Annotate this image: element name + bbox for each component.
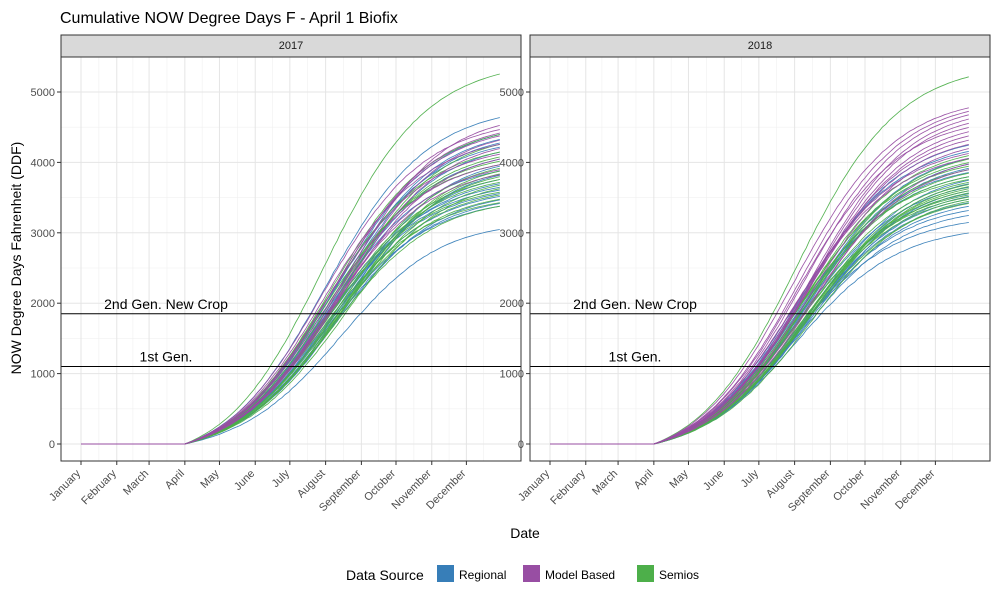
x-tick-label: March xyxy=(121,468,151,498)
strip-label: 2018 xyxy=(748,40,772,52)
panel-background xyxy=(61,57,521,461)
x-tick-label: June xyxy=(701,468,726,493)
panel-border xyxy=(529,56,991,462)
series-line-model-based xyxy=(81,164,500,445)
series-line-semios xyxy=(550,76,969,445)
reference-label: 2nd Gen. New Crop xyxy=(104,296,228,312)
y-tick-label: 2000 xyxy=(500,298,524,310)
x-tick-label: April xyxy=(163,468,187,492)
series-lines xyxy=(81,73,500,445)
series-line-semios xyxy=(81,188,500,445)
legend-label: Semios xyxy=(659,568,699,582)
x-tick-label: June xyxy=(232,468,257,493)
y-tick-label: 4000 xyxy=(500,157,524,169)
legend-title: Data Source xyxy=(346,567,424,583)
series-line-model-based xyxy=(81,124,500,445)
reference-label: 1st Gen. xyxy=(609,349,662,365)
y-tick-label: 0 xyxy=(49,439,55,451)
legend-key xyxy=(437,565,454,582)
y-tick-label: 1000 xyxy=(500,369,524,381)
panel-background xyxy=(530,57,990,461)
legend-label: Regional xyxy=(459,568,506,582)
y-axis: 0 1000 2000 3000 4000 5000 xyxy=(31,87,61,451)
series-line-model-based xyxy=(550,127,969,445)
y-tick-label: 3000 xyxy=(500,228,524,240)
series-line-model-based xyxy=(550,118,969,445)
legend-item-semios: Semios xyxy=(637,565,699,582)
x-axis-title: Date xyxy=(510,525,540,541)
series-lines xyxy=(550,76,969,445)
x-tick-label: February xyxy=(548,467,588,507)
x-tick-label: March xyxy=(590,468,620,498)
y-axis: 0 1000 2000 3000 4000 5000 xyxy=(500,87,530,451)
series-line-semios xyxy=(550,186,969,445)
x-tick-label: April xyxy=(632,468,656,492)
y-tick-label: 2000 xyxy=(31,298,55,310)
y-tick-label: 0 xyxy=(518,439,524,451)
y-tick-label: 5000 xyxy=(31,87,55,99)
x-tick-label: May xyxy=(198,467,222,491)
legend-key xyxy=(523,565,540,582)
reference-label: 2nd Gen. New Crop xyxy=(573,296,697,312)
x-tick-label: August xyxy=(295,468,328,501)
series-line-model-based xyxy=(81,132,500,445)
x-tick-label: January xyxy=(516,467,553,504)
series-line-model-based xyxy=(550,114,969,445)
series-line-model-based xyxy=(550,107,969,445)
x-tick-label: February xyxy=(79,467,119,507)
x-tick-label: January xyxy=(47,467,84,504)
x-tick-label: July xyxy=(270,467,293,490)
series-line-semios xyxy=(550,200,969,445)
reference-lines: 2nd Gen. New Crop 1st Gen. xyxy=(61,296,521,368)
panel-border xyxy=(60,56,522,462)
legend-item-model-based: Model Based xyxy=(523,565,615,582)
y-tick-label: 3000 xyxy=(31,228,55,240)
legend-label: Model Based xyxy=(545,568,615,582)
series-line-model-based xyxy=(81,129,500,445)
reference-label: 1st Gen. xyxy=(140,349,193,365)
reference-lines: 2nd Gen. New Crop 1st Gen. xyxy=(530,296,990,368)
x-tick-label: July xyxy=(739,467,762,490)
legend-key xyxy=(637,565,654,582)
series-line-semios xyxy=(81,167,500,445)
y-tick-label: 1000 xyxy=(31,369,55,381)
series-line-model-based xyxy=(550,163,969,445)
series-line-model-based xyxy=(550,110,969,445)
y-tick-label: 5000 xyxy=(500,87,524,99)
series-line-regional xyxy=(81,229,500,445)
series-line-model-based xyxy=(550,169,969,445)
facet-panel-2018: 2018 2nd Gen. New Crop 1st Gen. JanuaryFebr… xyxy=(500,34,991,514)
x-tick-label: October xyxy=(362,467,398,503)
legend: Data Source Regional Model Based Semios xyxy=(346,565,699,583)
y-axis-title: NOW Degree Days Fahrenheit (DDF) xyxy=(8,142,24,375)
chart-title: Cumulative NOW Degree Days F - April 1 B… xyxy=(60,10,398,27)
legend-item-regional: Regional xyxy=(437,565,506,582)
x-tick-label: August xyxy=(764,468,797,501)
series-line-semios xyxy=(81,156,500,445)
x-tick-label: October xyxy=(831,467,867,503)
strip-label: 2017 xyxy=(279,40,303,52)
series-line-semios xyxy=(81,73,500,445)
series-line-model-based xyxy=(550,148,969,445)
x-tick-label: May xyxy=(667,467,691,491)
y-tick-label: 4000 xyxy=(31,157,55,169)
facet-panel-2017: 2017 2nd Gen. New Crop 1st Gen. JanuaryFebr… xyxy=(31,34,522,514)
